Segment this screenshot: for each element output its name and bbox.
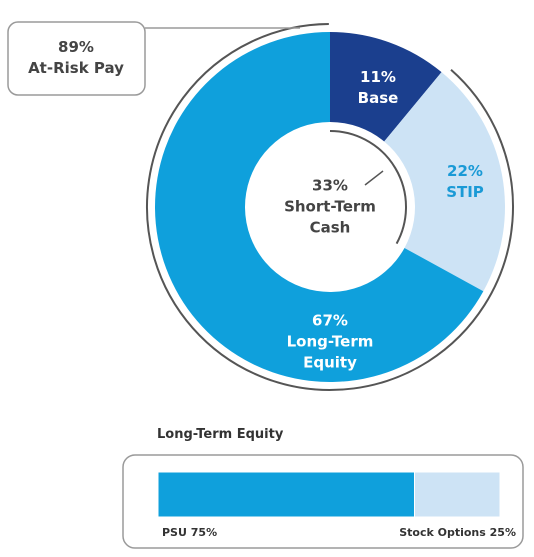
donut-segment	[330, 32, 442, 142]
segment-value: 67%	[312, 311, 348, 330]
segment-value: 11%	[360, 68, 396, 86]
donut-segment	[384, 72, 505, 292]
annotation-value: 33%	[312, 176, 348, 195]
bar-label: Stock Options 25%	[399, 526, 516, 539]
annotation-arc	[329, 130, 407, 245]
annotation-arc	[146, 23, 514, 391]
bar-segment	[157, 471, 415, 518]
annotation-value: 89%	[58, 38, 94, 56]
segment-name: Long-Term Equity	[286, 332, 374, 372]
segment-label: 67% Long-Term Equity	[280, 311, 380, 374]
annotation: 89% At-Risk Pay	[28, 37, 124, 79]
segment-label: 11% Base	[328, 67, 428, 109]
annotation-label: At-Risk Pay	[28, 59, 124, 77]
annotation-box	[7, 21, 146, 96]
bar-segment	[414, 471, 501, 518]
segment-name: STIP	[446, 183, 484, 201]
leader-line	[364, 170, 384, 186]
donut-segment	[154, 32, 484, 382]
annotation-label: Short-Term Cash	[284, 197, 376, 237]
segment-label: 22% STIP	[415, 161, 515, 203]
series-name: PSU	[162, 526, 187, 539]
bar-label: PSU 75%	[162, 526, 217, 539]
bar-title: Long-Term Equity	[157, 427, 284, 442]
series-name: Stock Options	[399, 526, 486, 539]
series-value: 75%	[190, 526, 218, 539]
segment-value: 22%	[447, 162, 483, 180]
series-value: 25%	[489, 526, 516, 539]
segment-name: Base	[357, 89, 399, 107]
center-label: 33% Short-Term Cash	[275, 176, 385, 239]
